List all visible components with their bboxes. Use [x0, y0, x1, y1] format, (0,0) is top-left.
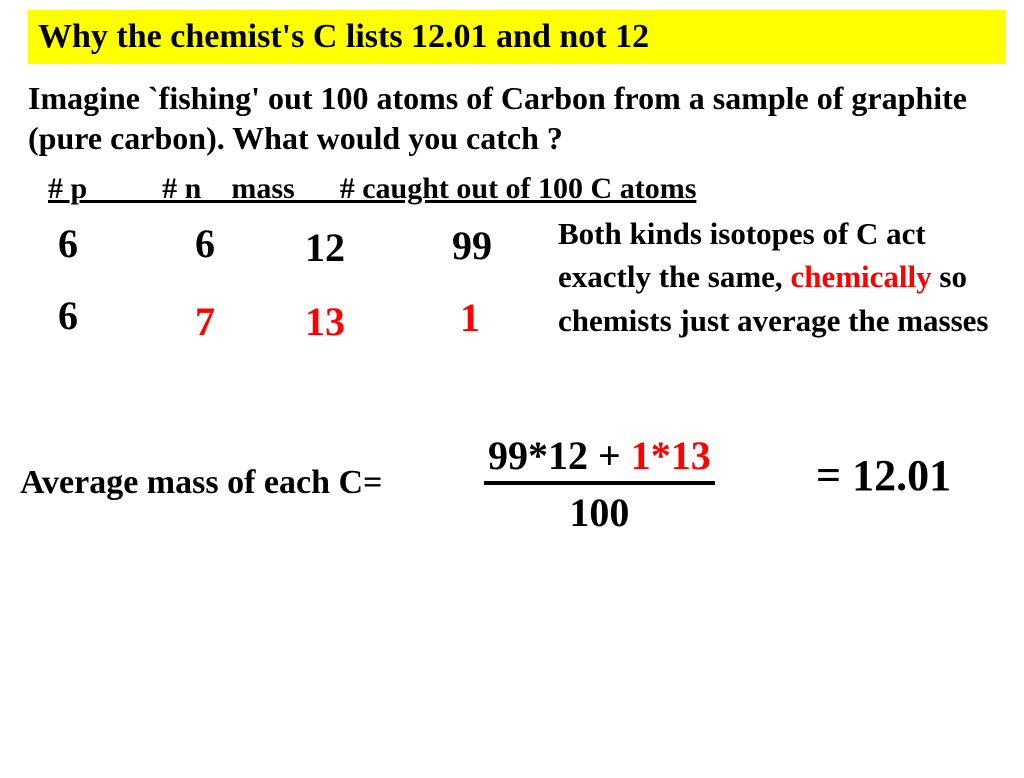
avg-numerator: 99*12 + 1*13	[484, 432, 715, 485]
table-header: # p # n mass # caught out of 100 C atoms	[48, 172, 1024, 206]
explain-part2: chemically	[790, 259, 931, 294]
avg-denominator: 100	[484, 489, 715, 536]
row2-p: 6	[58, 292, 78, 339]
num-red: 1*13	[631, 433, 711, 478]
slide-title: Why the chemist's C lists 12.01 and not …	[28, 10, 1006, 64]
isotope-table: 6 6 12 99 6 7 13 1 Both kinds isotopes o…	[0, 212, 1024, 402]
num-black1: 99*12 +	[488, 433, 631, 478]
avg-label: Average mass of each C=	[20, 464, 382, 502]
row1-mass: 12	[305, 224, 345, 271]
average-equation: Average mass of each C= 99*12 + 1*13 100…	[0, 432, 1024, 592]
row2-mass: 13	[305, 298, 345, 345]
row1-caught: 99	[452, 222, 492, 269]
explanation-text: Both kinds isotopes of C act exactly the…	[558, 212, 1008, 342]
row1-p: 6	[58, 220, 78, 267]
intro-text: Imagine `fishing' out 100 atoms of Carbo…	[28, 78, 996, 158]
avg-fraction: 99*12 + 1*13 100	[484, 432, 715, 536]
row2-n: 7	[195, 298, 215, 345]
avg-result: = 12.01	[816, 450, 951, 501]
row2-caught: 1	[460, 294, 480, 341]
row1-n: 6	[195, 220, 215, 267]
